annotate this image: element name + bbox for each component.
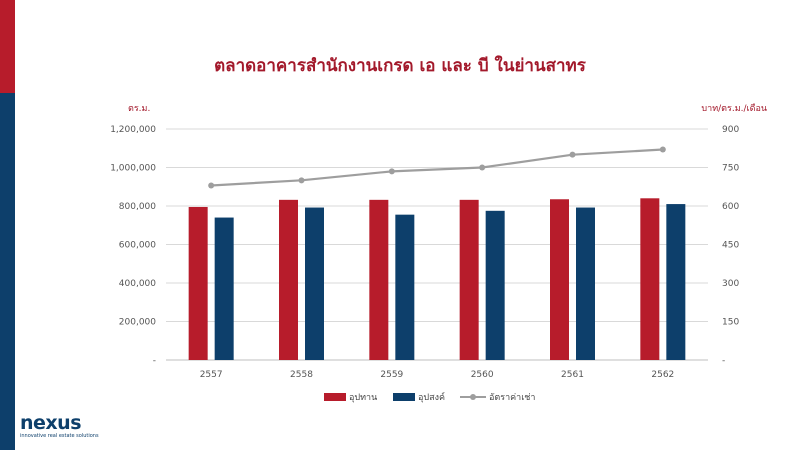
- left-axis-unit: ตร.ม.: [128, 104, 151, 114]
- supply-bar: [369, 199, 389, 360]
- demand-bar: [305, 207, 324, 360]
- rent-point: [569, 151, 576, 158]
- rent-point: [208, 182, 215, 189]
- logo-wordmark: nexus: [20, 412, 82, 434]
- legend-rent-label: อัตราค่าเช่า: [489, 393, 535, 403]
- demand-bar: [576, 207, 595, 360]
- supply-bar: [188, 206, 208, 360]
- y-left-tick-label: 1,200,000: [110, 125, 156, 135]
- y-right-tick-label: 150: [722, 318, 739, 328]
- legend-demand-label: อุปสงค์: [418, 391, 445, 403]
- chart-title: ตลาดอาคารสำนักงานเกรด เอ และ บี ในย่านสา…: [214, 56, 586, 76]
- rent-point: [388, 168, 395, 175]
- supply-bar: [550, 199, 569, 360]
- y-right-tick-label: 300: [722, 279, 739, 289]
- side-accent-red: [0, 0, 15, 93]
- side-accent-blue: [0, 93, 15, 450]
- rent-point: [659, 146, 666, 153]
- right-axis-unit: บาท/ตร.ม./เดือน: [701, 104, 767, 114]
- y-right-tick-label: -: [722, 356, 725, 366]
- y-left-tick-label: 600,000: [119, 241, 156, 251]
- x-tick-label: 2557: [200, 370, 223, 380]
- rent-point: [479, 164, 486, 171]
- y-right-tick-label: 600: [722, 202, 739, 212]
- demand-bar: [395, 214, 415, 360]
- legend-rent-marker: [470, 394, 476, 400]
- y-left-tick-label: -: [153, 356, 156, 366]
- rent-point: [298, 177, 305, 184]
- logo-tagline: innovative real estate solutions: [20, 433, 99, 439]
- x-tick-label: 2562: [651, 370, 674, 380]
- supply-bar: [459, 199, 479, 360]
- y-right-tick-label: 450: [722, 241, 739, 251]
- y-right-tick-label: 750: [722, 164, 739, 174]
- rent-line: [211, 148, 663, 187]
- y-left-tick-label: 800,000: [119, 202, 156, 212]
- supply-bar: [279, 199, 298, 360]
- x-tick-label: 2559: [380, 370, 403, 380]
- y-left-tick-label: 400,000: [119, 279, 156, 289]
- legend-demand-swatch: [393, 393, 415, 401]
- y-left-tick-label: 200,000: [119, 318, 156, 328]
- legend-supply-label: อุปทาน: [349, 393, 377, 403]
- demand-bar: [214, 217, 234, 360]
- demand-bar: [666, 204, 686, 360]
- nexus-logo: nexus innovative real estate solutions: [20, 412, 99, 440]
- x-tick-label: 2561: [561, 370, 584, 380]
- x-tick-label: 2560: [471, 370, 494, 380]
- supply-bar: [640, 198, 660, 360]
- y-left-tick-label: 1,000,000: [110, 164, 156, 174]
- demand-bar: [485, 210, 505, 360]
- y-right-tick-label: 900: [722, 125, 739, 135]
- legend-supply-swatch: [324, 393, 346, 401]
- x-tick-label: 2558: [290, 370, 313, 380]
